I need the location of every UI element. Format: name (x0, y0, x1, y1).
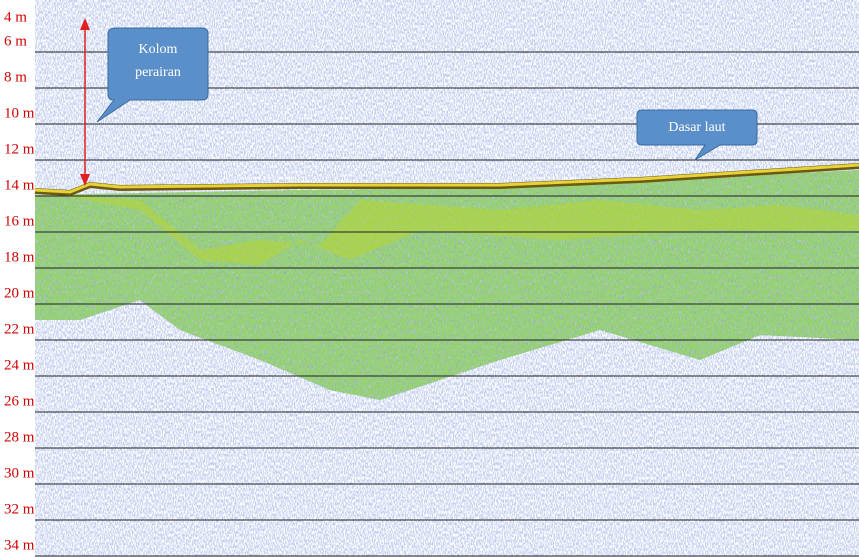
strong-reflector (60, 195, 859, 265)
depth-label: 6 m (4, 33, 27, 49)
callout-text: Kolom (139, 42, 178, 57)
depth-label: 18 m (4, 249, 35, 265)
callout-text: Dasar laut (668, 120, 725, 135)
callout-water-column (96, 27, 209, 123)
callout-text: perairan (135, 65, 181, 80)
depth-label: 4 m (4, 9, 27, 25)
depth-label: 30 m (4, 465, 35, 481)
depth-label: 16 m (4, 213, 35, 229)
depth-label: 32 m (4, 501, 35, 517)
depth-label: 24 m (4, 357, 35, 373)
depth-label: 12 m (4, 141, 35, 157)
depth-label: 28 m (4, 429, 35, 445)
depth-label: 26 m (4, 393, 35, 409)
depth-label: 20 m (4, 285, 35, 301)
seabed-line (34, 163, 859, 194)
depth-label: 8 m (4, 69, 27, 85)
depth-label: 14 m (4, 177, 35, 193)
depth-label: 22 m (4, 321, 35, 337)
depth-label: 10 m (4, 105, 35, 121)
depth-labels: 4 m 6 m 8 m 10 m 12 m 14 m 16 m 18 m 20 m 22 m 24 … (4, 9, 35, 553)
depth-label: 34 m (4, 537, 35, 553)
callout-seabed (636, 109, 758, 161)
